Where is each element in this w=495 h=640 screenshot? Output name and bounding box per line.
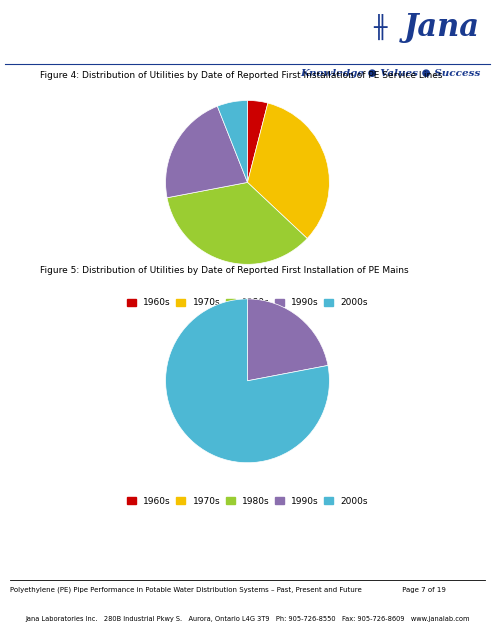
Wedge shape — [166, 299, 329, 463]
Text: ╫: ╫ — [373, 14, 386, 40]
Text: Knowledge ● Values ● Success: Knowledge ● Values ● Success — [300, 69, 480, 78]
Wedge shape — [167, 182, 307, 264]
Wedge shape — [166, 106, 248, 198]
Wedge shape — [248, 299, 328, 381]
Text: Figure 4: Distribution of Utilities by Date of Reported First Installation of PE: Figure 4: Distribution of Utilities by D… — [40, 71, 442, 80]
Wedge shape — [248, 100, 268, 182]
Legend: 1960s, 1970s, 1980s, 1990s, 2000s: 1960s, 1970s, 1980s, 1990s, 2000s — [123, 493, 372, 509]
Legend: 1960s, 1970s, 1980s, 1990s, 2000s: 1960s, 1970s, 1980s, 1990s, 2000s — [123, 295, 372, 311]
Text: Polyethylene (PE) Pipe Performance in Potable Water Distribution Systems – Past,: Polyethylene (PE) Pipe Performance in Po… — [10, 586, 446, 593]
Text: Jana Laboratories Inc.   280B Industrial Pkwy S.   Aurora, Ontario L4G 3T9   Ph:: Jana Laboratories Inc. 280B Industrial P… — [25, 616, 470, 622]
Wedge shape — [217, 100, 248, 182]
Text: Figure 5: Distribution of Utilities by Date of Reported First Installation of PE: Figure 5: Distribution of Utilities by D… — [40, 266, 408, 275]
Wedge shape — [248, 103, 329, 239]
Text: Jana: Jana — [404, 12, 480, 43]
